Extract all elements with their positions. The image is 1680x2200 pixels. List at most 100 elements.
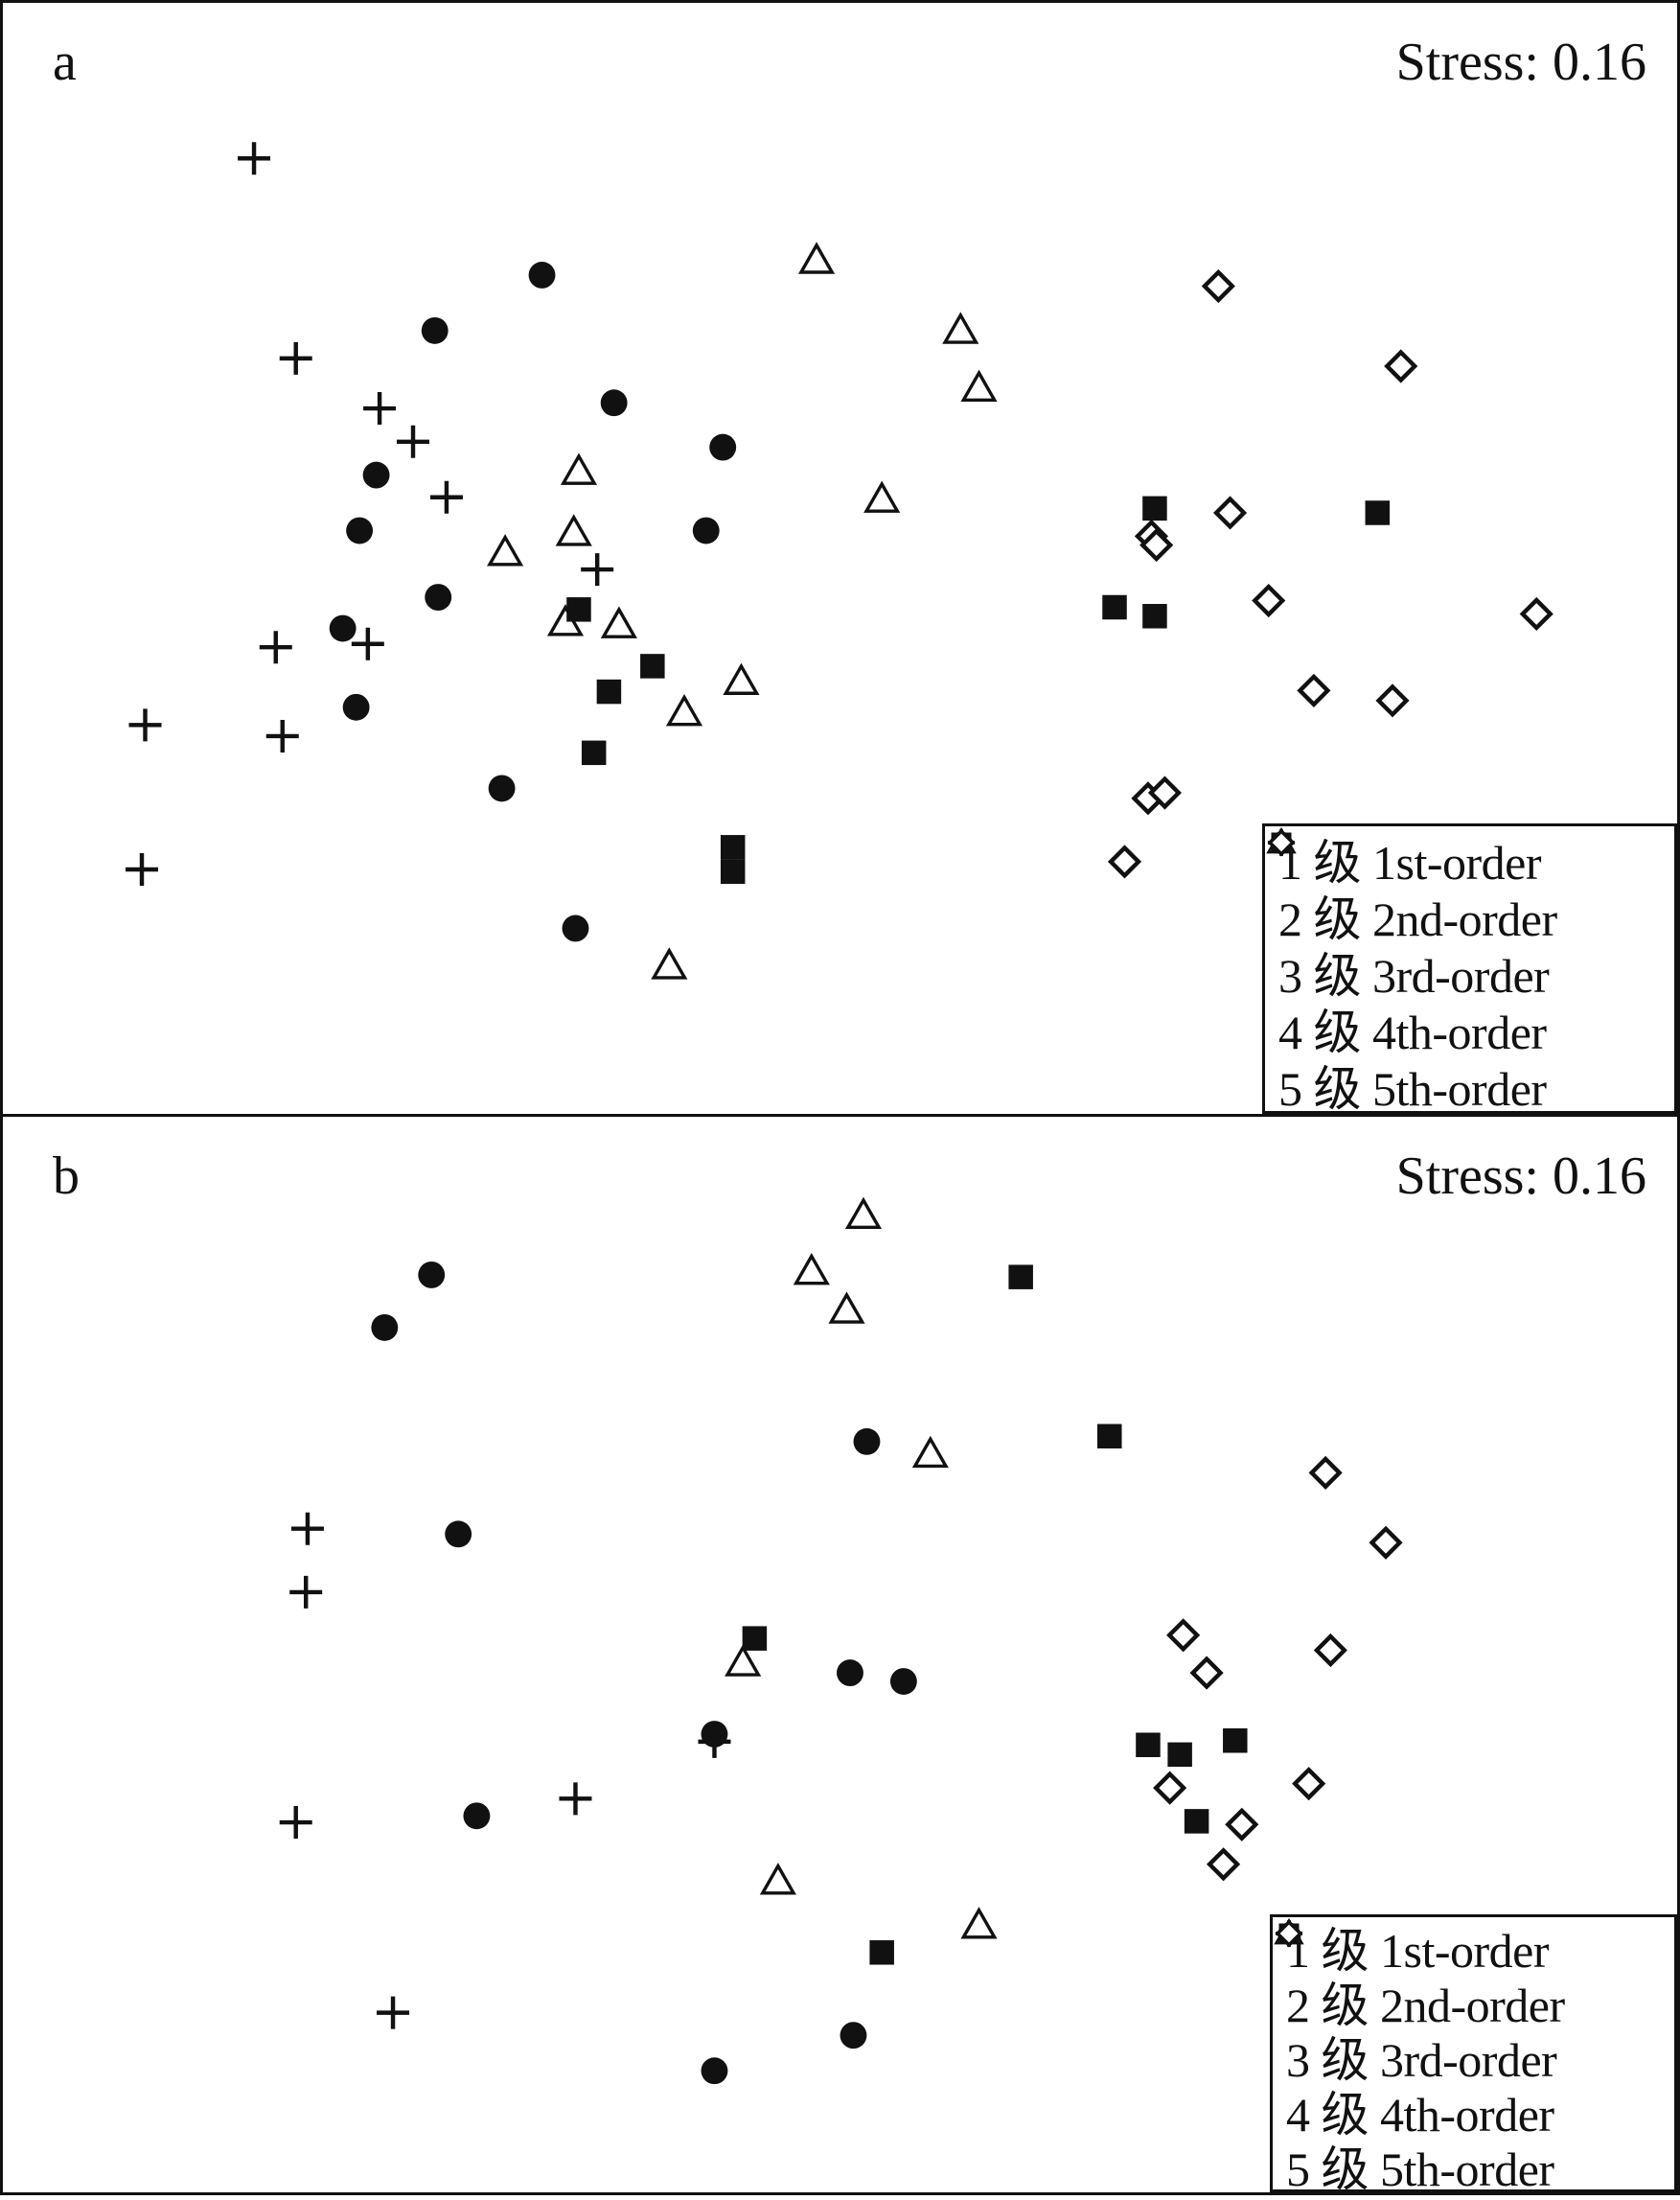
point-5th — [1384, 349, 1418, 383]
scatter-plot-a — [126, 142, 1553, 980]
point-3rd — [487, 534, 524, 567]
series-5th — [1153, 1455, 1403, 1882]
point-1st — [279, 1806, 312, 1840]
point-4th — [869, 1940, 894, 1965]
legend-marker — [1267, 828, 1296, 857]
point-4th — [1008, 1264, 1033, 1289]
legend-a: 1 级 1st-order 2 级 2nd-order 3 级 3rd-orde… — [1262, 823, 1677, 1116]
legend-label: 5 级 5th-order — [1286, 2142, 1554, 2196]
point-2nd — [342, 693, 370, 721]
point-3rd — [723, 662, 760, 695]
point-5th — [1308, 1455, 1343, 1490]
point-3rd — [960, 1907, 998, 1939]
point-5th — [1297, 673, 1331, 707]
point-4th — [1097, 1424, 1122, 1448]
legend-item-2nd: 2 级 2nd-order — [1270, 831, 1670, 946]
point-5th — [1107, 845, 1142, 879]
legend-label: 4 级 4th-order — [1286, 2087, 1554, 2142]
point-1st — [238, 142, 271, 175]
point-4th — [720, 835, 746, 860]
point-4th — [566, 597, 591, 622]
point-1st — [559, 1782, 592, 1816]
point-3rd — [555, 514, 592, 546]
point-3rd — [911, 1435, 949, 1469]
point-4th — [1167, 1742, 1192, 1768]
point-2nd — [425, 584, 452, 612]
point-3rd — [725, 1644, 762, 1677]
point-2nd — [362, 461, 390, 489]
point-2nd — [463, 1802, 491, 1830]
legend-item-4th: 4 级 4th-order — [1278, 1923, 1670, 2142]
point-1st — [351, 627, 384, 660]
point-1st — [363, 392, 397, 426]
point-5th — [1153, 1771, 1187, 1805]
point-2nd — [701, 1721, 728, 1748]
point-2nd — [445, 1520, 472, 1548]
point-5th — [1225, 1807, 1259, 1841]
point-2nd — [692, 517, 720, 544]
point-2nd — [488, 775, 516, 802]
point-4th — [1142, 604, 1167, 629]
legend-label: 3 级 3rd-order — [1278, 948, 1550, 1003]
point-1st — [126, 853, 159, 887]
open-diamond-icon — [1275, 1919, 1303, 1948]
series-2nd — [329, 262, 737, 942]
point-2nd — [853, 1427, 881, 1455]
point-2nd — [418, 1261, 446, 1288]
point-4th — [640, 654, 665, 679]
series-3rd — [725, 1196, 998, 1939]
point-3rd — [960, 369, 998, 402]
series-1st — [126, 142, 614, 887]
point-4th — [1184, 1809, 1209, 1834]
point-2nd — [562, 915, 589, 942]
point-3rd — [665, 694, 703, 727]
point-3rd — [942, 312, 979, 344]
point-2nd — [371, 1313, 399, 1341]
point-3rd — [560, 452, 598, 485]
point-3rd — [793, 1252, 830, 1285]
panel-label-b: b — [53, 1146, 80, 1206]
legend-label: 2 级 2nd-order — [1278, 892, 1557, 946]
point-2nd — [837, 1659, 863, 1687]
point-1st — [279, 341, 312, 375]
legend-item-5th: 5 级 5th-order — [1275, 1919, 1670, 2196]
legend-b: 1 级 1st-order 2 级 2nd-order 3 级 3rd-orde… — [1270, 1914, 1677, 2196]
point-5th — [1369, 1525, 1403, 1560]
point-3rd — [863, 480, 901, 513]
series-4th — [566, 496, 1391, 885]
series-4th — [742, 1264, 1248, 1965]
stress-value-a: Stress: 0.16 — [1395, 33, 1646, 92]
point-1st — [429, 480, 463, 514]
legend-item-2nd: 2 级 2nd-order — [1277, 1922, 1670, 2032]
legend-label: 3 级 3rd-order — [1286, 2032, 1557, 2087]
legend-item-3rd: 3 级 3rd-order — [1266, 826, 1670, 1003]
point-5th — [1375, 683, 1410, 718]
point-2nd — [421, 316, 449, 344]
legend-label: 2 级 2nd-order — [1286, 1978, 1565, 2032]
nmds-panel-b: b Stress: 0.16 1 级 1st-order 2 级 2nd-ord… — [0, 1114, 1680, 2196]
point-3rd — [759, 1863, 796, 1895]
point-5th — [1206, 1847, 1241, 1882]
point-4th — [1142, 496, 1167, 521]
point-1st — [581, 553, 614, 587]
point-5th — [1212, 496, 1248, 530]
stress-value-b: Stress: 0.16 — [1395, 1146, 1646, 1206]
point-4th — [581, 740, 607, 766]
series-5th — [1107, 268, 1553, 879]
point-4th — [1136, 1732, 1161, 1757]
point-5th — [1519, 596, 1553, 632]
legend-item-5th: 5 级 5th-order — [1267, 828, 1670, 1116]
point-2nd — [889, 1668, 917, 1695]
legend-marker — [1275, 1919, 1303, 1948]
point-5th — [1252, 583, 1286, 618]
point-5th — [1166, 1618, 1201, 1653]
point-3rd — [844, 1196, 883, 1230]
point-5th — [1292, 1767, 1326, 1801]
open-diamond-icon — [1267, 828, 1296, 857]
point-3rd — [828, 1291, 865, 1324]
series-3rd — [487, 242, 998, 980]
point-1st — [128, 708, 162, 742]
point-2nd — [840, 2022, 867, 2049]
legend-item-1st: 1 级 1st-order — [1268, 829, 1670, 890]
series-1st — [279, 1512, 731, 2029]
